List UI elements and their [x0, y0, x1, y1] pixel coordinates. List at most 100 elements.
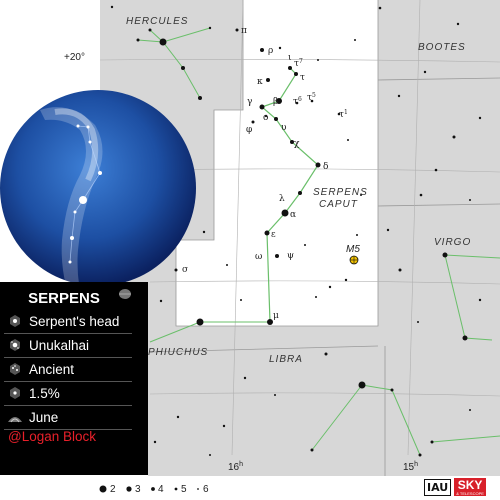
constellation-boundaries	[149, 0, 500, 476]
star-label: σ	[182, 265, 188, 275]
star	[259, 104, 265, 110]
star	[344, 278, 348, 282]
star-label: ω	[255, 252, 262, 262]
star	[456, 22, 460, 26]
star	[417, 321, 419, 323]
star	[430, 440, 434, 444]
star-label: ε	[271, 230, 276, 240]
legend-dot-mag4	[151, 487, 155, 491]
info-row-text: Serpent's head	[29, 313, 120, 329]
star-label: δ	[323, 162, 328, 172]
legend-dot-mag2	[99, 485, 107, 493]
stars	[110, 5, 482, 457]
star	[423, 70, 427, 74]
star	[198, 96, 202, 100]
constellation-label: HERCULES	[126, 16, 188, 27]
constellation-label: VIRGO	[434, 237, 471, 248]
iau-logo: IAU	[424, 478, 452, 496]
info-row-text: Ancient	[29, 361, 75, 377]
star	[266, 78, 270, 82]
star	[209, 454, 211, 456]
star-label: κ	[257, 77, 263, 87]
star-label: ψ	[287, 251, 294, 261]
star	[462, 335, 468, 341]
star	[452, 135, 456, 139]
star	[136, 38, 140, 42]
star	[378, 6, 382, 10]
star	[347, 139, 349, 141]
magnitude-legend: 2 3 4 5 6	[99, 484, 209, 495]
legend-label: 5	[181, 484, 187, 495]
star	[360, 194, 362, 196]
cluster-label: M5	[346, 244, 360, 255]
sky-logo-text: SKY	[457, 478, 483, 492]
legend-dot-mag3	[126, 486, 132, 492]
coordinate-grid	[99, 0, 500, 456]
calendar-icon	[6, 408, 24, 426]
origin-icon	[6, 360, 24, 378]
sky-area-icon	[6, 384, 24, 402]
star	[315, 296, 317, 298]
legend-label: 4	[158, 484, 164, 495]
sky-logo-subtext: & TELESCOPE	[456, 491, 484, 496]
star-label: τ	[300, 73, 305, 83]
star	[226, 264, 228, 266]
star	[358, 381, 366, 389]
info-icon	[6, 312, 24, 330]
legend-dot-mag5	[174, 487, 178, 491]
celestial-globe	[0, 90, 196, 286]
legend-label: 3	[135, 484, 141, 495]
publisher-logos: IAU SKY & TELESCOPE	[424, 476, 486, 498]
star	[390, 388, 394, 392]
star	[304, 244, 306, 246]
star	[264, 230, 270, 236]
star-label: ρ	[268, 46, 273, 56]
star	[208, 26, 212, 30]
star-label: γ	[247, 97, 252, 107]
star	[419, 193, 423, 197]
star	[281, 209, 289, 217]
star-label-tau-6: τ6	[293, 96, 302, 107]
star-label-tau-1: τ1	[339, 109, 348, 120]
star	[274, 117, 278, 121]
star	[317, 59, 319, 61]
star	[288, 66, 292, 70]
star	[267, 319, 273, 325]
star	[298, 191, 302, 195]
info-row-text: 1.5%	[29, 385, 60, 401]
legend-label: 6	[203, 484, 209, 495]
star	[276, 98, 282, 104]
ra-label-16h: 16h	[228, 461, 243, 473]
constellation-label: PHIUCHUS	[148, 347, 208, 358]
star-label: π	[241, 26, 247, 36]
star	[434, 168, 438, 172]
star	[442, 252, 448, 258]
constellation-label: BOOTES	[418, 42, 466, 53]
moon-icon	[119, 289, 131, 299]
panel-title: SERPENS	[28, 290, 100, 307]
star-label: β	[273, 97, 278, 107]
star	[148, 28, 152, 32]
star	[110, 5, 114, 9]
star	[337, 112, 341, 116]
star	[181, 66, 185, 70]
legend-dot-mag6	[197, 488, 199, 490]
star	[235, 28, 239, 32]
star	[196, 318, 204, 326]
star	[469, 409, 471, 411]
star-label: λ	[279, 194, 285, 204]
star	[354, 39, 356, 41]
info-row-brightest-star: Unukalhai	[6, 335, 89, 355]
sky-telescope-logo: SKY & TELESCOPE	[454, 478, 486, 496]
star	[295, 101, 299, 105]
star	[328, 285, 332, 289]
declination-label: +20°	[64, 52, 85, 63]
star	[222, 424, 226, 428]
star	[386, 228, 390, 232]
star-label-tau-5: τ5	[307, 92, 316, 103]
star	[310, 99, 314, 103]
star	[397, 94, 401, 98]
star	[398, 268, 402, 272]
ra-label-15h: 15h	[403, 461, 418, 473]
